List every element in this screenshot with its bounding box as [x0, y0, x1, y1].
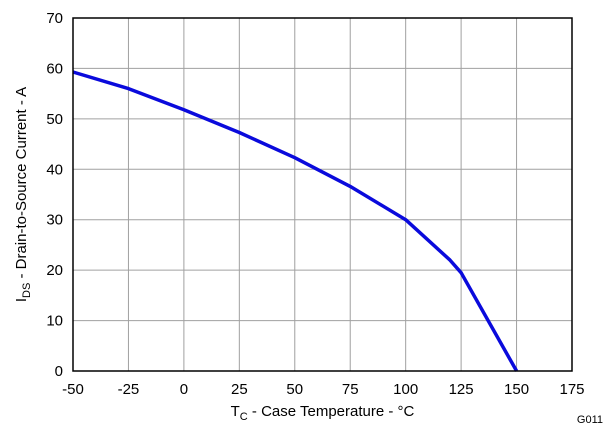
y-axis-title-main: I	[13, 298, 30, 302]
y-tick-label: 0	[55, 363, 63, 380]
x-tick-label: 125	[449, 381, 474, 398]
x-tick-label: 0	[180, 381, 188, 398]
plot-frame	[72, 17, 573, 372]
x-axis-title-subscript: C	[240, 411, 248, 423]
x-axis-title: TC - Case Temperature - °C	[231, 403, 415, 423]
y-tick-label: 20	[46, 262, 63, 279]
series-layer	[72, 70, 519, 372]
y-tick-label: 10	[46, 313, 63, 330]
y-tick-labels: 0 10 20 30 40 50 60 70	[46, 10, 63, 380]
y-axis-title-rest: - Drain-to-Source Current - A	[13, 87, 30, 283]
y-tick-label: 60	[46, 60, 63, 77]
x-tick-label: 50	[286, 381, 303, 398]
x-tick-label: 175	[559, 381, 584, 398]
y-tick-label: 30	[46, 212, 63, 229]
figure-id: G011	[577, 414, 603, 426]
x-tick-labels: -50 -25 0 25 50 75 100 125 150 175	[62, 381, 584, 398]
y-axis-title-subscript: DS	[21, 283, 33, 298]
grid	[73, 18, 572, 371]
x-axis-title-main: T	[231, 403, 240, 420]
x-axis-title-rest: - Case Temperature - °C	[248, 403, 415, 420]
x-tick-label: -50	[62, 381, 84, 398]
y-tick-label: 50	[46, 111, 63, 128]
x-tick-label: 25	[231, 381, 248, 398]
x-tick-label: 150	[504, 381, 529, 398]
y-axis-title: IDS - Drain-to-Source Current - A	[13, 87, 33, 302]
x-tick-label: -25	[118, 381, 140, 398]
y-tick-label: 70	[46, 10, 63, 27]
y-tick-label: 40	[46, 161, 63, 178]
x-tick-label: 75	[342, 381, 359, 398]
series-line-0	[72, 70, 519, 372]
x-tick-label: 100	[393, 381, 418, 398]
